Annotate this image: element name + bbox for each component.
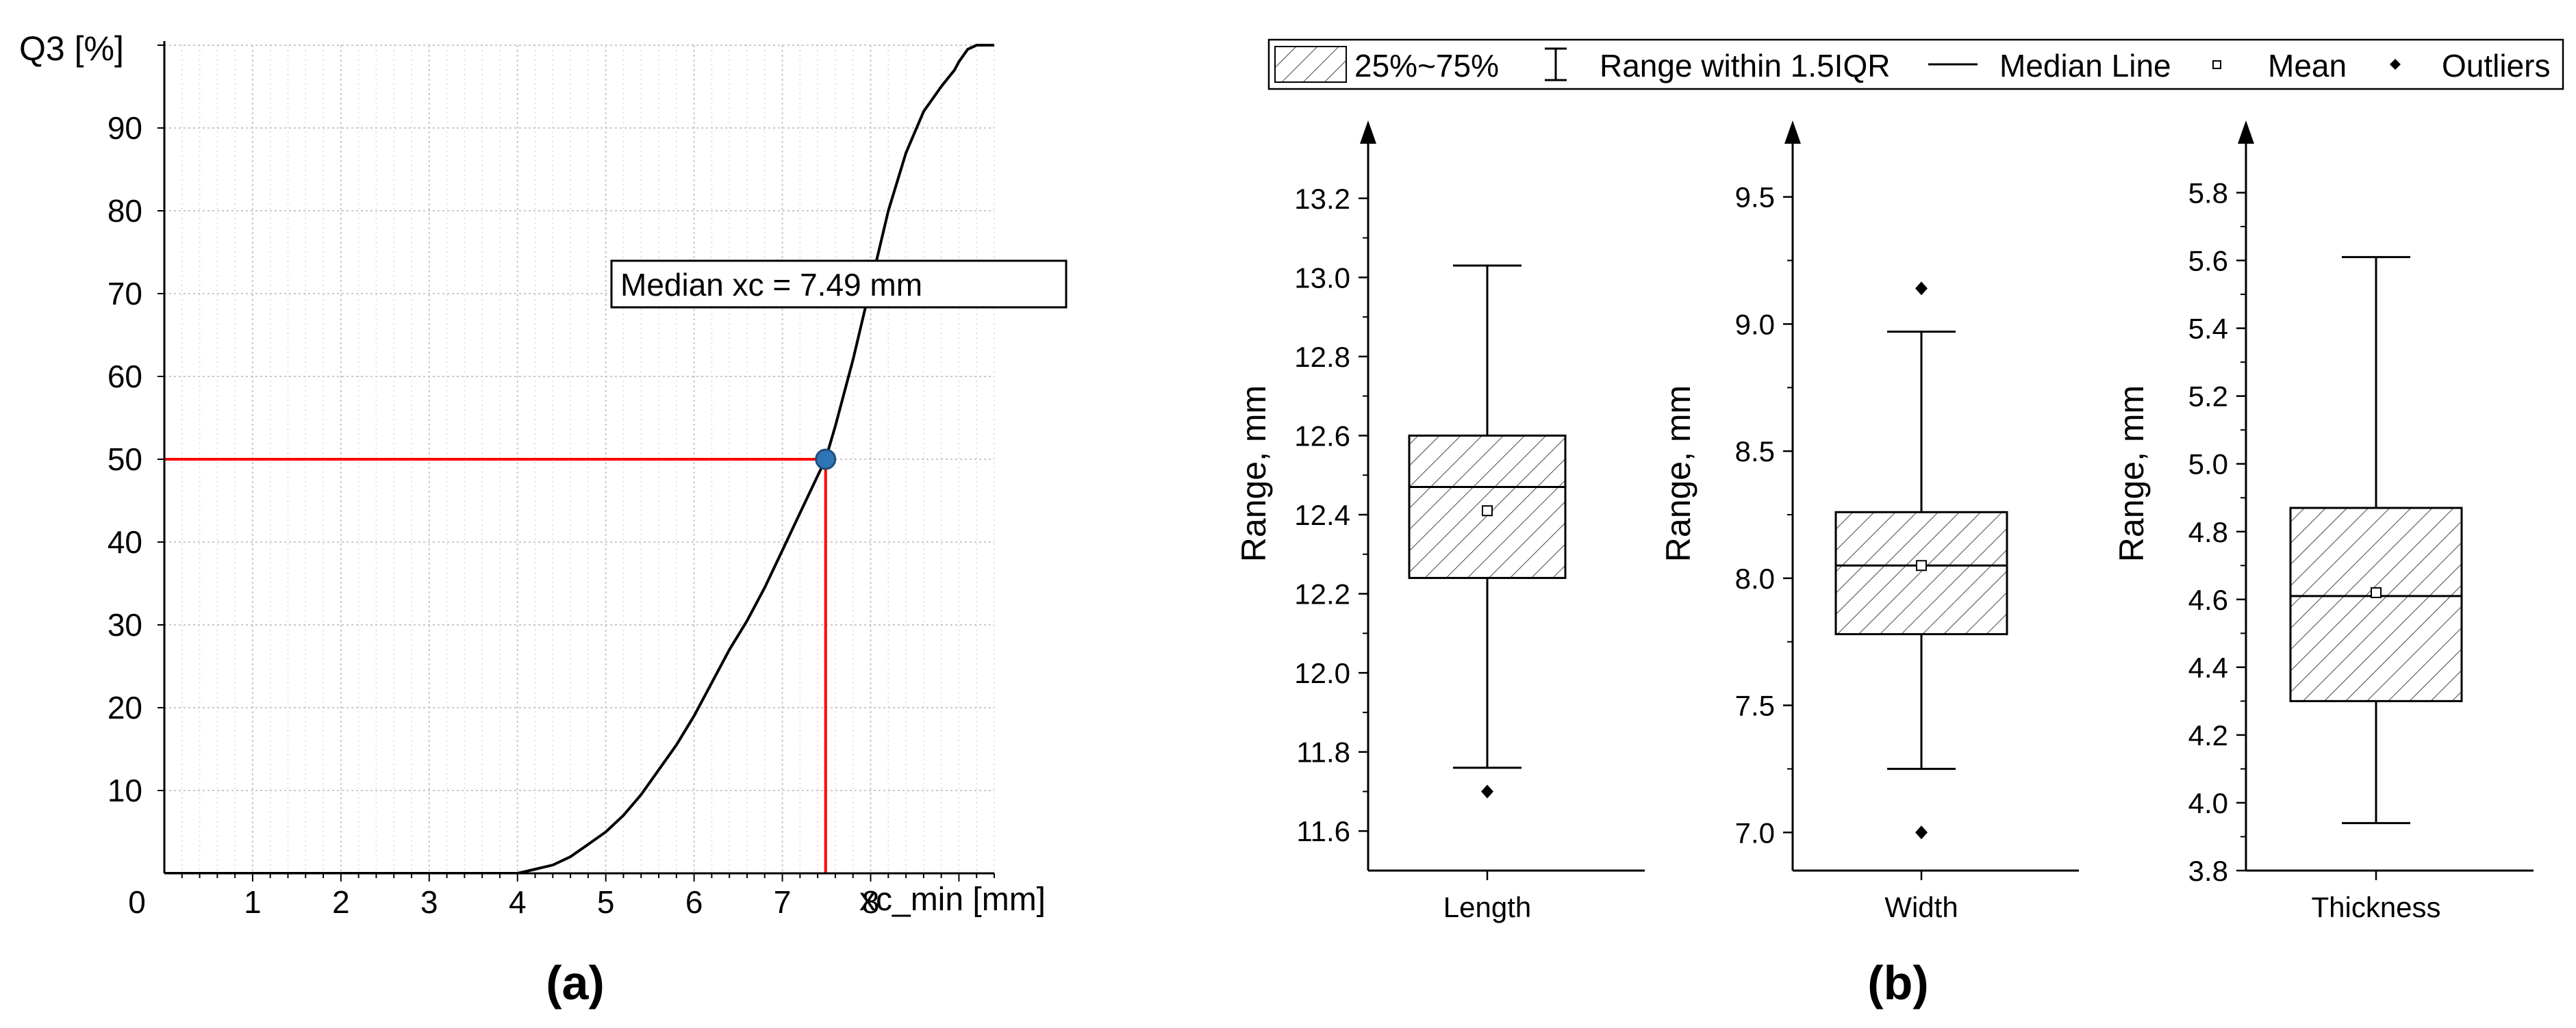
y-tick-label: 12.4 [1294, 499, 1350, 531]
x-tick-label: 0 [128, 884, 146, 920]
y-axis-label: Q3 [%] [19, 29, 124, 68]
y-axis-label: Range, mm [1235, 385, 1273, 562]
y-tick-label: 50 [108, 441, 142, 477]
legend-label: 25%~75% [1354, 48, 1499, 83]
legend-label: Mean [2268, 48, 2347, 83]
category-label: Thickness [2311, 891, 2440, 923]
y-tick-label: 11.6 [1296, 815, 1350, 847]
y-tick-label: 60 [108, 359, 142, 394]
mean-marker [2371, 587, 2382, 598]
x-tick-label: 4 [509, 884, 527, 920]
legend-frame [1267, 38, 2564, 90]
box-panel-width: 7.0 7.5 8.0 8.5 9.0 9.5 Range, mm Width [1659, 120, 2079, 923]
tick-labels: 0 1 2 3 4 5 6 7 8 10 20 30 40 50 60 70 80 90 [108, 44, 995, 920]
mean-marker [1482, 505, 1493, 517]
median-guide-lines [164, 458, 827, 873]
y-axis-arrow [2238, 120, 2254, 144]
y-tick-label: 5.4 [2188, 313, 2228, 345]
category-label: Width [1884, 891, 1958, 923]
x-axis-label: xc_min [mm] [859, 882, 1046, 918]
legend-outlier-icon [2390, 59, 2401, 70]
x-tick-label: 5 [597, 884, 615, 920]
y-tick-label: 13.0 [1294, 261, 1350, 294]
y-axis-arrow [1360, 120, 1376, 144]
y-tick-label: 7.5 [1735, 690, 1775, 722]
legend-label: Range within 1.5IQR [1600, 48, 1890, 83]
legend-label: Median Line [1999, 48, 2171, 83]
x-tick-label: 7 [774, 884, 792, 920]
legend: 25%~75% Range within 1.5IQR Median Line … [1267, 38, 2564, 90]
legend-swatch-box [1274, 46, 1347, 83]
box-panel-thickness: 3.8 4.0 4.2 4.4 4.6 4.8 5.0 5.2 5.4 5.6 5.8 Range, … [2112, 120, 2534, 923]
y-tick-label: 4.0 [2188, 787, 2228, 819]
panel-label-b: (b) [1867, 956, 1928, 1010]
iqr-box [1834, 511, 2008, 636]
outlier-point [1915, 825, 1928, 840]
y-tick-label: 8.0 [1735, 563, 1775, 595]
x-tick-label: 3 [420, 884, 438, 920]
y-tick-label: 5.0 [2188, 448, 2228, 480]
y-tick-label: 12.8 [1294, 341, 1350, 373]
y-tick-label: 5.8 [2188, 177, 2228, 209]
y-tick-label: 4.6 [2188, 584, 2228, 616]
y-tick-label: 4.4 [2188, 652, 2228, 684]
y-tick-label: 8.5 [1735, 435, 1775, 467]
y-tick-label: 12.6 [1294, 420, 1350, 452]
iqr-box [2289, 506, 2463, 702]
y-tick-label: 3.8 [2188, 855, 2228, 887]
legend-mean-icon [2212, 60, 2221, 69]
y-tick-label: 9.0 [1735, 308, 1775, 340]
y-tick-label: 30 [108, 607, 142, 643]
y-tick-label: 4.2 [2188, 719, 2228, 751]
legend-label: Outliers [2442, 48, 2550, 83]
cumulative-distribution-chart: 0 1 2 3 4 5 6 7 8 10 20 30 40 50 60 70 80 90 Q3 [%] xc_mi… [19, 29, 1068, 920]
y-axis-arrow [1784, 120, 1801, 144]
y-axis-label: Range, mm [1659, 385, 1697, 562]
y-tick-label: 90 [108, 110, 142, 146]
median-marker [815, 448, 837, 470]
y-tick-label: 20 [108, 690, 142, 725]
y-tick-label: 80 [108, 193, 142, 229]
outlier-point [1481, 784, 1493, 799]
series-line [164, 44, 994, 873]
box-panels: 11.6 11.8 12.0 12.2 12.4 12.6 12.8 13.0 13.2 Rang… [1235, 120, 2534, 923]
y-tick-label: 11.8 [1296, 736, 1350, 769]
annotation-box [610, 259, 1068, 309]
y-tick-label: 4.8 [2188, 516, 2228, 548]
y-tick-label: 12.2 [1294, 578, 1350, 611]
y-tick-label: 12.0 [1294, 657, 1350, 689]
median-annotation: Median xc = 7.49 mm [620, 267, 922, 303]
y-tick-label: 7.0 [1735, 817, 1775, 849]
outlier-point [1915, 281, 1928, 296]
grid [164, 44, 995, 873]
y-tick-label: 5.6 [2188, 245, 2228, 277]
panel-label-a: (a) [546, 956, 605, 1010]
y-tick-label: 70 [108, 276, 142, 311]
x-tick-label: 2 [332, 884, 350, 920]
legend-whisker-icon [1545, 47, 1567, 81]
y-tick-label: 9.5 [1735, 181, 1775, 214]
x-tick-label: 6 [685, 884, 703, 920]
mean-marker [1916, 560, 1927, 571]
x-tick-label: 1 [244, 884, 262, 920]
y-tick-label: 5.2 [2188, 381, 2228, 413]
y-axis-label: Range, mm [2112, 385, 2151, 562]
y-tick-label: 40 [108, 524, 142, 560]
y-tick-label: 13.2 [1294, 183, 1350, 215]
box-panel-length: 11.6 11.8 12.0 12.2 12.4 12.6 12.8 13.0 13.2 Rang… [1235, 120, 1645, 923]
box-plot-chart: 25%~75% Range within 1.5IQR Median Line … [1235, 38, 2564, 923]
category-label: Length [1443, 891, 1531, 923]
x-tick-label: 8 [862, 884, 880, 920]
y-tick-label: 10 [108, 773, 142, 808]
